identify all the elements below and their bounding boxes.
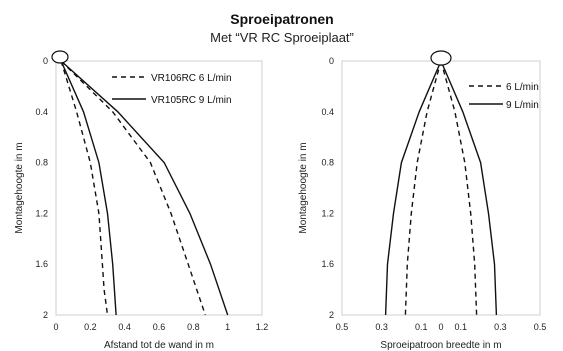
x-tick-label: 0.8 <box>187 322 200 332</box>
y-tick-label: 1.2 <box>35 208 48 218</box>
x-tick-label: 0.6 <box>153 322 166 332</box>
y-ticks-left: 0 0.4 0.8 1.2 1.6 2 <box>35 56 48 320</box>
x-tick-label: 0.4 <box>118 322 131 332</box>
y-tick-label: 1.6 <box>35 259 48 269</box>
y-tick-label: 1.2 <box>321 208 334 218</box>
x-axis-label-left: Afstand tot de wand in m <box>104 340 214 351</box>
y-tick-label: 0.4 <box>321 107 334 117</box>
y-axis-label-left: Montagehoogte in m <box>14 142 25 233</box>
sprinkler-head-left <box>51 50 69 64</box>
x-tick-label: 0.3 <box>375 322 388 332</box>
y-tick-label: 0.8 <box>35 158 48 168</box>
x-ticks-right: 0.5 0.3 0.1 0 0.1 0.3 0.5 <box>336 322 547 332</box>
series-line-0 <box>60 60 109 316</box>
x-tick-label: 1.2 <box>256 322 269 332</box>
series-line-1 <box>60 60 117 316</box>
chart-left: 0 0.2 0.4 0.6 0.8 1 1.2 0 0.4 0.8 1.2 1.6 2 Afstand… <box>14 50 268 351</box>
y-tick-label: 0 <box>329 56 334 66</box>
plot-frame-left <box>55 60 263 316</box>
y-tick-label: 1.6 <box>321 259 334 269</box>
y-tick-label: 2 <box>43 310 48 320</box>
legend-label-dashed-right: 6 L/min <box>506 82 539 93</box>
x-tick-label: 1 <box>225 322 230 332</box>
x-axis-label-right: Sproeipatroon breedte in m <box>380 340 501 351</box>
y-axis-label-right: Montagehoogte in m <box>298 142 309 233</box>
legend-right: 6 L/min 9 L/min <box>469 82 539 111</box>
x-tick-label: 0 <box>53 322 58 332</box>
series-line-3 <box>440 60 498 316</box>
y-ticks-right: 0 0.4 0.8 1.2 1.6 2 <box>321 56 334 320</box>
series-lines-left <box>60 60 229 316</box>
chart-right: 0.5 0.3 0.1 0 0.1 0.3 0.5 0 0.4 0.8 1.2 1.6 2 Sproe… <box>298 50 547 351</box>
chart-subtitle: Met “VR RC Sproeiplaat” <box>210 30 354 45</box>
x-ticks-left: 0 0.2 0.4 0.6 0.8 1 1.2 <box>53 322 268 332</box>
sprinkler-head-right <box>430 50 452 66</box>
y-tick-label: 2 <box>329 310 334 320</box>
x-tick-label: 0.3 <box>494 322 507 332</box>
y-tick-label: 0.8 <box>321 158 334 168</box>
legend-left: VR106RC 6 L/min VR105RC 9 L/min <box>112 73 232 106</box>
y-tick-label: 0 <box>43 56 48 66</box>
x-tick-label: 0.1 <box>415 322 428 332</box>
series-line-2 <box>60 60 206 316</box>
legend-label-solid-right: 9 L/min <box>506 100 539 111</box>
x-tick-label: 0.2 <box>84 322 97 332</box>
x-tick-label: 0 <box>438 322 443 332</box>
series-line-1 <box>440 60 478 316</box>
chart-title: Sproeipatronen <box>230 11 333 27</box>
x-tick-label: 0.5 <box>336 322 349 332</box>
x-tick-label: 0.5 <box>534 322 547 332</box>
x-tick-label: 0.1 <box>455 322 468 332</box>
series-line-3 <box>60 60 229 316</box>
series-line-0 <box>404 60 442 316</box>
series-line-2 <box>384 60 442 316</box>
series-lines-right <box>384 60 498 316</box>
y-tick-label: 0.4 <box>35 107 48 117</box>
legend-label-dashed-left: VR106RC 6 L/min <box>151 73 232 84</box>
legend-label-solid-left: VR105RC 9 L/min <box>151 95 232 106</box>
